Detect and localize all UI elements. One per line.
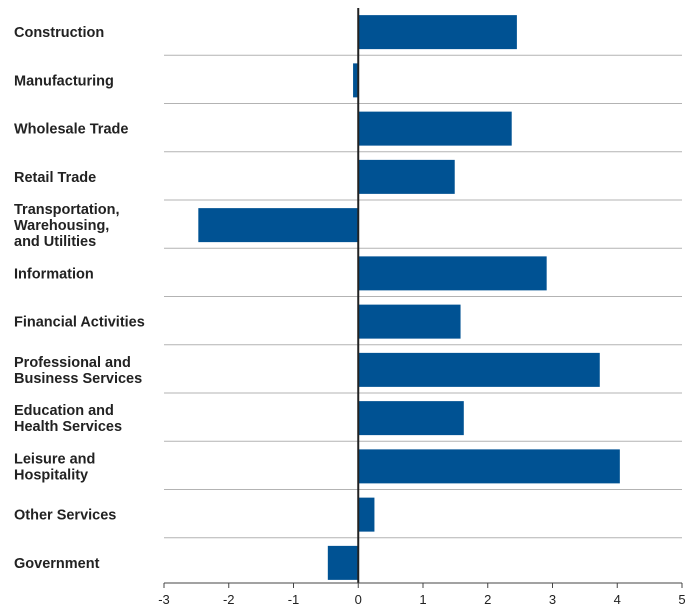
category-label: Manufacturing	[14, 73, 114, 89]
x-tick-label: 2	[484, 592, 491, 607]
bar	[358, 111, 512, 146]
category-label: Retail Trade	[14, 170, 96, 186]
bar	[358, 401, 464, 436]
bar	[358, 352, 600, 387]
bar	[353, 63, 359, 98]
category-label: Information	[14, 266, 94, 282]
bar	[358, 497, 375, 532]
bar	[358, 449, 620, 484]
bar	[358, 159, 455, 194]
bar	[358, 304, 461, 339]
x-tick-label: -1	[288, 592, 300, 607]
category-label: Professional and Business Services	[14, 355, 142, 387]
category-label: Government	[14, 556, 100, 572]
x-tick-label: 4	[614, 592, 621, 607]
bar	[358, 15, 517, 50]
category-label: Construction	[14, 25, 104, 41]
category-label: Financial Activities	[14, 315, 145, 331]
x-tick-label: -3	[158, 592, 170, 607]
x-tick-label: -2	[223, 592, 235, 607]
x-tick-label: 1	[419, 592, 426, 607]
category-label: Transportation, Warehousing, and Utilities	[14, 202, 120, 250]
category-label: Wholesale Trade	[14, 122, 128, 138]
x-tick-label: 3	[549, 592, 556, 607]
x-tick-label: 0	[355, 592, 362, 607]
category-label: Other Services	[14, 508, 116, 524]
bar	[358, 256, 547, 291]
category-label: Education and Health Services	[14, 403, 122, 435]
bar	[198, 208, 359, 243]
x-tick-label: 5	[678, 592, 685, 607]
category-label: Leisure and Hospitality	[14, 451, 95, 483]
bar	[327, 545, 359, 580]
